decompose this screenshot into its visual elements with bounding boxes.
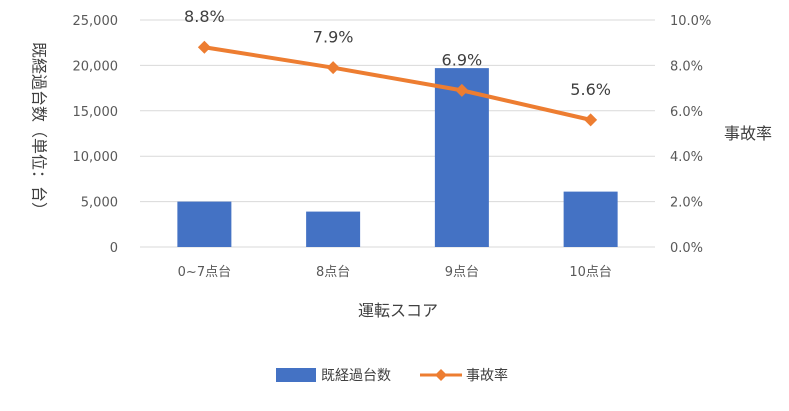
y2-tick-label: 6.0%: [670, 105, 703, 120]
left-axis-ticks: 0 5,000 10,000 15,000 20,000 25,000: [73, 14, 119, 256]
bar: [563, 191, 618, 247]
x-tick-label: 8点台: [316, 265, 350, 280]
y2-tick-label: 0.0%: [670, 241, 703, 256]
bar: [177, 201, 232, 247]
data-label: 5.6%: [570, 80, 611, 99]
category-labels: 0~7点台 8点台 9点台 10点台: [178, 265, 612, 280]
data-label: 7.9%: [313, 28, 354, 47]
bar-series: [177, 68, 618, 248]
bar: [434, 68, 489, 248]
line-marker: [197, 40, 211, 54]
line-marker: [455, 83, 469, 97]
legend-swatch-bar: [276, 368, 316, 382]
x-axis-title: 運転スコア: [358, 301, 438, 320]
y-tick-label: 20,000: [73, 59, 119, 74]
y2-tick-label: 8.0%: [670, 59, 703, 74]
right-axis-ticks: 0.0% 2.0% 4.0% 6.0% 8.0% 10.0%: [670, 14, 711, 256]
series-line: [204, 45, 592, 122]
legend-label-bar: 既経過台数: [321, 368, 391, 384]
bar: [306, 211, 361, 247]
legend: 既経過台数 事故率: [276, 367, 508, 384]
legend-marker-line: [435, 369, 447, 381]
y-tick-label: 10,000: [73, 150, 119, 165]
y2-tick-label: 2.0%: [670, 196, 703, 211]
y2-tick-label: 10.0%: [670, 14, 711, 29]
data-label: 6.9%: [442, 50, 483, 69]
legend-label-line: 事故率: [466, 367, 508, 384]
x-tick-label: 0~7点台: [178, 265, 231, 280]
line-marker: [326, 61, 340, 75]
data-labels: 8.8% 7.9% 6.9% 5.6%: [184, 7, 611, 99]
y2-tick-label: 4.0%: [670, 150, 703, 165]
x-tick-label: 9点台: [445, 265, 479, 280]
y-axis-title: 既経過台数（単位：台）: [30, 42, 49, 218]
line-series: [197, 40, 598, 127]
y2-axis-title: 事故率: [724, 124, 772, 143]
x-tick-label: 10点台: [569, 265, 612, 280]
y-tick-label: 5,000: [81, 196, 118, 211]
y-tick-label: 0: [110, 241, 118, 256]
y-tick-label: 25,000: [73, 14, 119, 29]
line-marker: [584, 113, 598, 127]
data-label: 8.8%: [184, 7, 225, 26]
y-tick-label: 15,000: [73, 105, 119, 120]
